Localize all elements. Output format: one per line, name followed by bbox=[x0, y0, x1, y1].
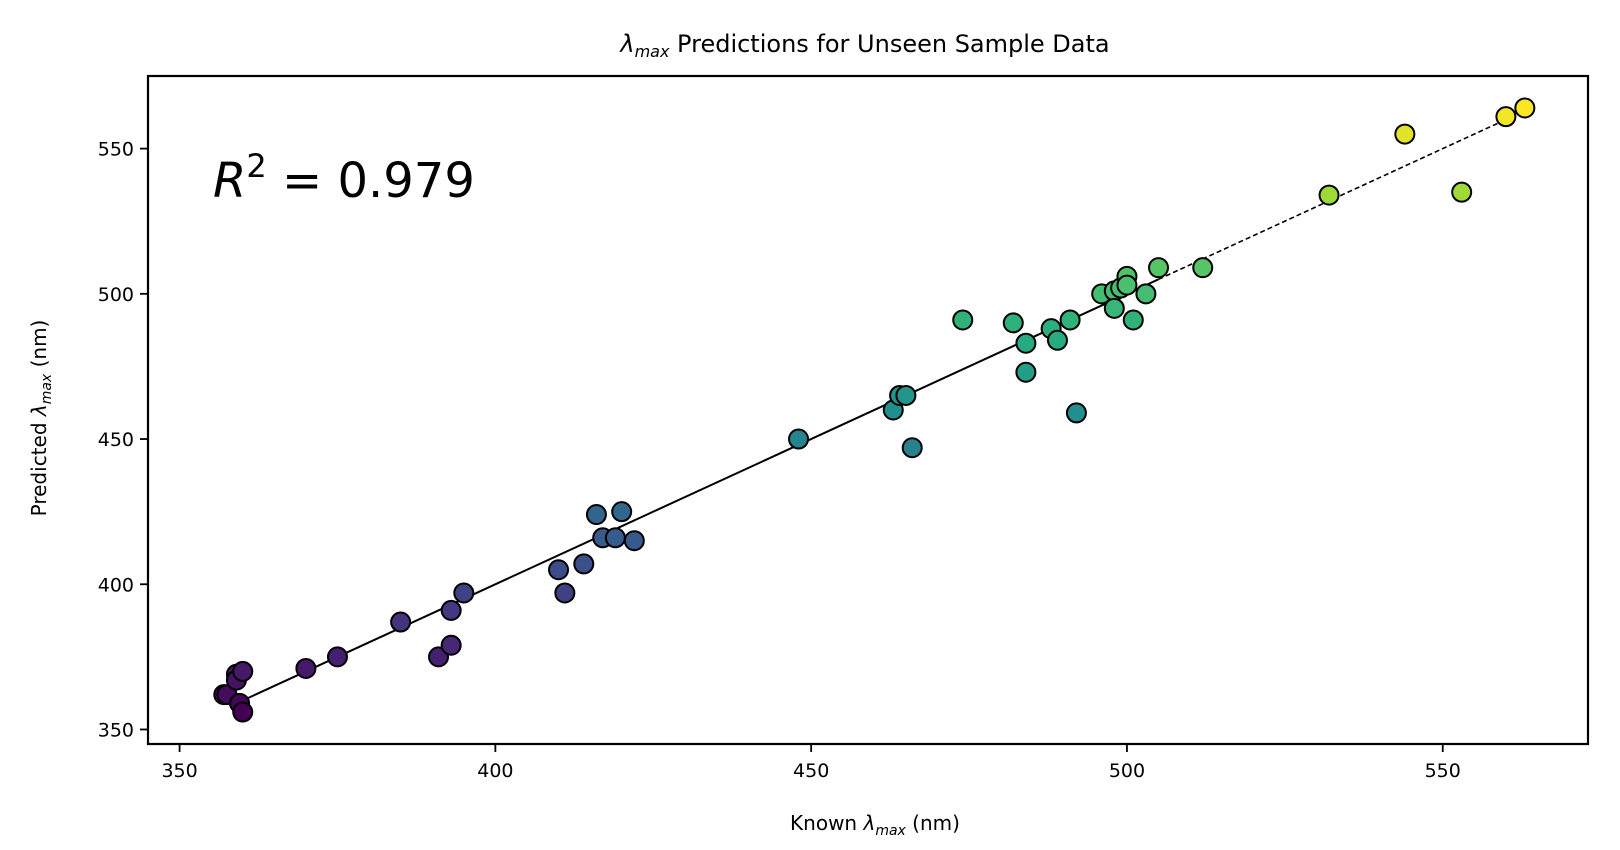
data-point bbox=[1116, 274, 1138, 296]
y-label-pre: Predicted bbox=[27, 416, 51, 516]
data-point bbox=[604, 527, 626, 549]
y-label-symbol: λ bbox=[27, 404, 51, 417]
data-point bbox=[232, 660, 254, 682]
x-label-pre: Known bbox=[790, 811, 863, 835]
data-point bbox=[1135, 283, 1157, 305]
data-point bbox=[232, 701, 254, 723]
data-point bbox=[390, 611, 412, 633]
x-tick-label: 550 bbox=[1425, 760, 1461, 782]
plot-frame bbox=[146, 74, 1590, 746]
fit-line-group bbox=[229, 118, 1507, 708]
axis-ticks: 350 400 450 500 550 350 400 450 500 550 bbox=[98, 74, 1590, 782]
data-point bbox=[585, 504, 607, 526]
data-point bbox=[573, 553, 595, 575]
data-point bbox=[623, 530, 645, 552]
chart-title: λmax Predictions for Unseen Sample Data bbox=[618, 30, 1109, 61]
data-point bbox=[1192, 257, 1214, 279]
y-tick-label: 400 bbox=[98, 574, 134, 596]
x-label-post: (nm) bbox=[906, 811, 960, 835]
data-point bbox=[1002, 312, 1024, 334]
y-label-sub: max bbox=[39, 373, 55, 404]
data-point bbox=[1046, 329, 1068, 351]
title-symbol: λ bbox=[618, 30, 634, 58]
data-point bbox=[1015, 332, 1037, 354]
x-label-sub: max bbox=[875, 823, 906, 839]
fit-line-solid bbox=[229, 278, 1159, 708]
data-point bbox=[440, 599, 462, 621]
data-point bbox=[295, 657, 317, 679]
data-point bbox=[1514, 97, 1536, 119]
x-tick-label: 500 bbox=[1109, 760, 1145, 782]
x-tick-label: 450 bbox=[793, 760, 829, 782]
x-tick-label: 400 bbox=[477, 760, 513, 782]
r2-variable: R bbox=[213, 153, 246, 209]
title-subscript: max bbox=[635, 42, 670, 61]
y-axis-label: Predicted λmax (nm) bbox=[27, 320, 55, 517]
x-axis-label: Known λmax (nm) bbox=[790, 811, 960, 839]
data-point bbox=[440, 634, 462, 656]
title-text: Predictions for Unseen Sample Data bbox=[669, 30, 1109, 58]
data-point bbox=[548, 559, 570, 581]
r2-value: = 0.979 bbox=[267, 153, 475, 209]
data-point bbox=[453, 582, 475, 604]
y-label-post: (nm) bbox=[27, 320, 51, 374]
data-point bbox=[952, 309, 974, 331]
data-point bbox=[611, 501, 633, 523]
x-tick-label: 350 bbox=[161, 760, 197, 782]
y-tick-label: 450 bbox=[98, 429, 134, 451]
data-point bbox=[1065, 402, 1087, 424]
data-point bbox=[554, 582, 576, 604]
data-point bbox=[1059, 309, 1081, 331]
data-point bbox=[895, 384, 917, 406]
data-point bbox=[1318, 184, 1340, 206]
y-tick-label: 350 bbox=[98, 719, 134, 741]
data-point bbox=[1495, 106, 1517, 128]
data-point bbox=[1122, 309, 1144, 331]
data-point bbox=[1015, 361, 1037, 383]
data-point bbox=[326, 646, 348, 668]
data-point bbox=[1103, 297, 1125, 319]
y-tick-label: 500 bbox=[98, 284, 134, 306]
data-point bbox=[788, 428, 810, 450]
data-point bbox=[901, 437, 923, 459]
r2-annotation: R2 = 0.979 bbox=[213, 147, 475, 209]
x-label-symbol: λ bbox=[862, 811, 875, 835]
data-points bbox=[213, 97, 1536, 723]
data-point bbox=[1451, 181, 1473, 203]
y-tick-label: 550 bbox=[98, 139, 134, 161]
data-point bbox=[1394, 123, 1416, 145]
r2-exponent: 2 bbox=[246, 147, 266, 185]
data-point bbox=[1148, 257, 1170, 279]
